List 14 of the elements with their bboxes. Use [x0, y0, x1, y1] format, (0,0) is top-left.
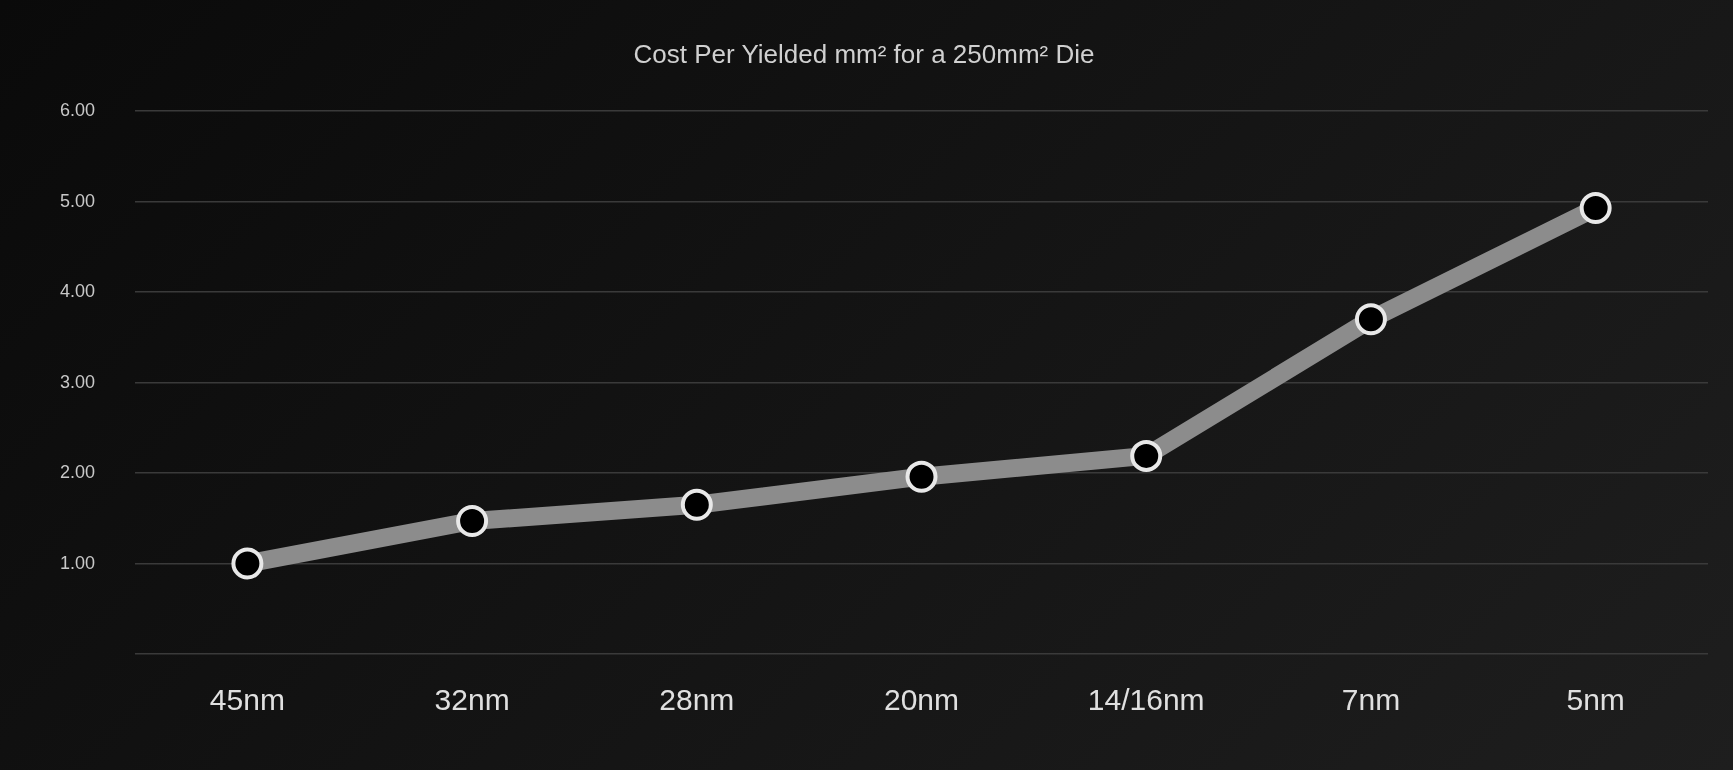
y-tick-label: 6.00 [59, 100, 96, 121]
x-tick-label: 5nm [1566, 683, 1625, 717]
y-tick-label: 4.00 [59, 281, 96, 302]
x-tick-label: 28nm [659, 683, 735, 717]
y-tick-label: 1.00 [59, 552, 96, 573]
x-tick-label: 32nm [434, 683, 510, 717]
y-tick-label: 2.00 [59, 462, 96, 483]
x-tick-label: 20nm [883, 683, 960, 717]
x-tick-label: 7nm [1341, 683, 1401, 717]
y-tick-label: 3.00 [59, 371, 96, 392]
x-tick-label: 14/16nm [1087, 683, 1205, 717]
y-tick-label: 5.00 [59, 190, 96, 211]
x-tick-label: 45nm [209, 683, 285, 717]
chart-title: Cost Per Yielded mm² for a 250mm² Die [633, 38, 1095, 69]
